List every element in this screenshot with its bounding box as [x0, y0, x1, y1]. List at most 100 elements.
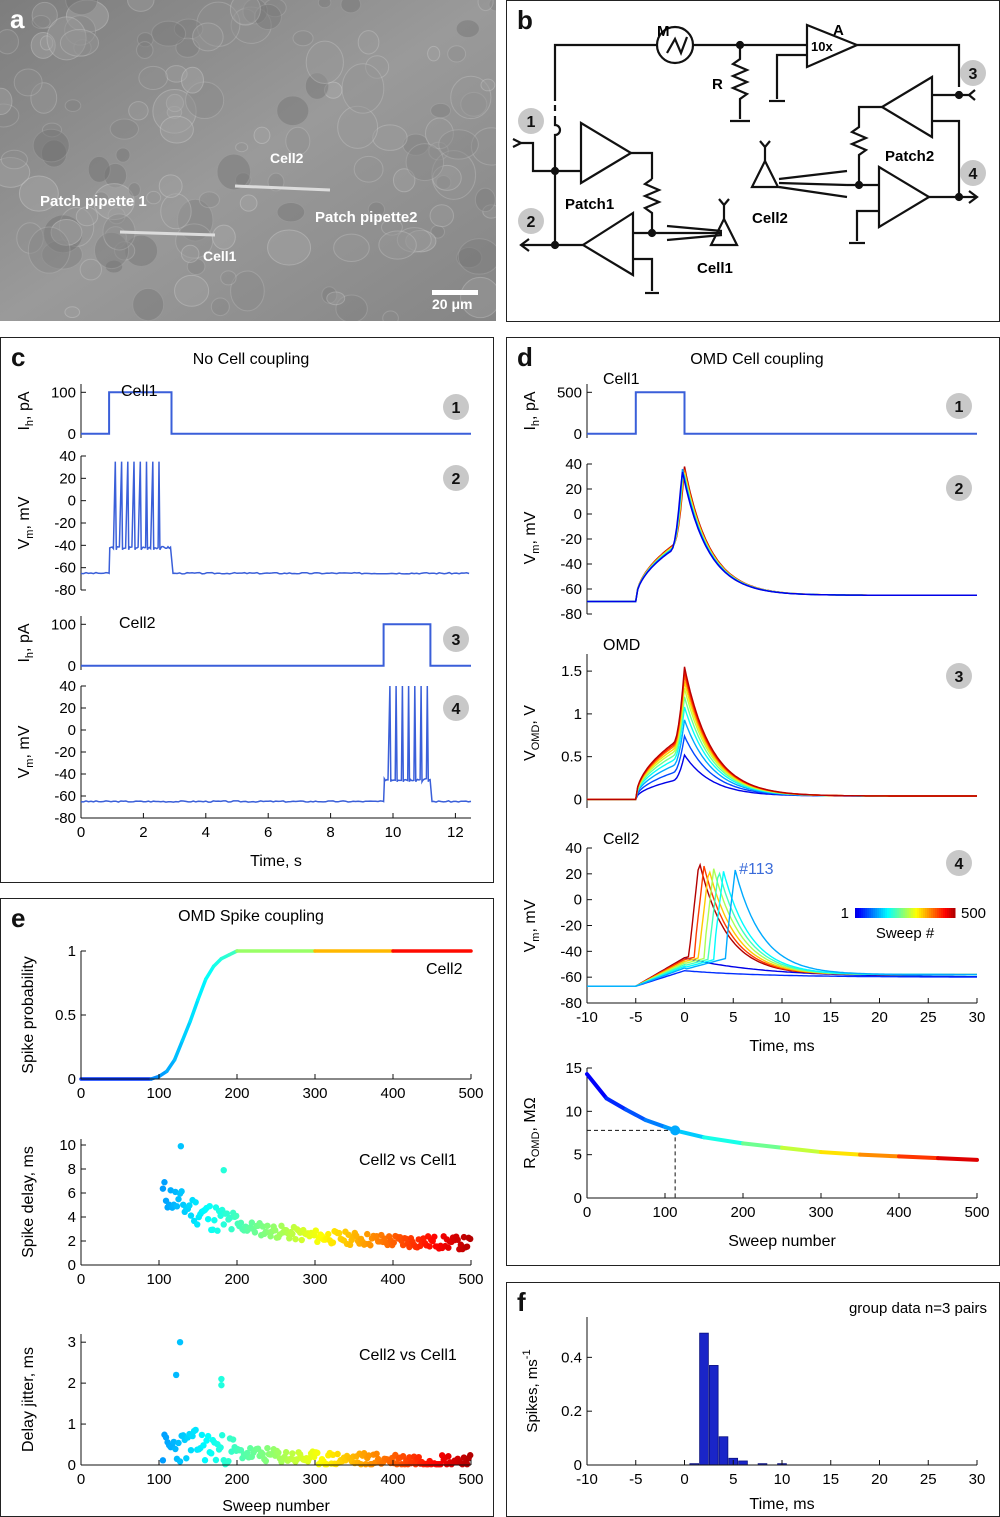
- label-patch2: Patch2: [885, 148, 934, 165]
- e-delay-x-axis-tick-label: 200: [224, 1271, 249, 1288]
- e-jitter-point: [467, 1452, 474, 1459]
- e-delay-point: [220, 1221, 227, 1228]
- tissue-blob: [235, 142, 249, 153]
- badge-b-2-circle: [518, 208, 544, 234]
- tissue-blob: [173, 18, 204, 40]
- tissue-blob: [447, 45, 467, 63]
- e-jitter-point: [362, 1460, 369, 1468]
- tissue-blob: [73, 38, 92, 57]
- tissue-blob: [230, 270, 265, 312]
- e-prob-x-axis-tick-label: 500: [458, 1085, 483, 1102]
- d-r-axis-tick-label: 10: [565, 1103, 582, 1120]
- badge-c-1-circle: [443, 394, 469, 420]
- d-xlabel: Time, ms: [749, 1038, 814, 1055]
- c-x-axis-tick-label: 8: [326, 824, 334, 841]
- e-delay-point: [325, 1230, 332, 1238]
- e-delay-point: [173, 1203, 181, 1210]
- f-bar: [738, 1460, 748, 1466]
- tissue-blob: [305, 40, 344, 84]
- tissue-blob: [242, 0, 268, 25]
- tissue-blob: [292, 30, 314, 47]
- tissue-blob: [340, 0, 362, 14]
- badge-b-3-circle: [960, 60, 986, 86]
- colorbar-segment: [899, 908, 902, 918]
- e-jitter-point: [437, 1460, 444, 1468]
- e-delay-point: [159, 1185, 167, 1192]
- tissue-blob: [0, 149, 28, 170]
- f-x-axis-tick-label: 30: [969, 1471, 986, 1488]
- badge-b-4: 4: [969, 166, 978, 183]
- d-vomd-sweep: [587, 675, 977, 801]
- d-r-segment: [858, 1152, 901, 1159]
- d-vm1-axis-tick-label: 40: [565, 456, 582, 473]
- d-r-segment: [604, 1096, 628, 1112]
- e-jitter-point: [218, 1432, 226, 1439]
- colorbar-segment: [875, 908, 878, 918]
- e-delay-point: [346, 1241, 354, 1249]
- d-x-axis-tick-label: 5: [729, 1009, 737, 1026]
- e-jitter-x-axis-tick-label: 400: [380, 1471, 405, 1488]
- e-delay-x-axis-tick-label: 100: [146, 1271, 171, 1288]
- d-r-segment: [702, 1135, 745, 1146]
- tissue-blob: [58, 206, 95, 247]
- e-jitter-point: [208, 1450, 215, 1457]
- colorbar-label: Sweep #: [876, 925, 935, 942]
- tissue-blob: [175, 37, 200, 58]
- badge-d-2-circle: [946, 475, 972, 501]
- label-cell1: Cell1: [203, 248, 237, 264]
- colorbar-segment: [859, 908, 862, 918]
- c-ih-ylabel: Ih, pA: [16, 623, 36, 662]
- e-prob-x-axis-tick-label: 200: [224, 1085, 249, 1102]
- badge-c-4-circle: [443, 695, 469, 721]
- tissue-blob: [30, 31, 56, 59]
- badge-b-3: 3: [969, 66, 978, 83]
- tissue-blob: [103, 162, 128, 189]
- tissue-blob: [127, 0, 155, 12]
- tissue-blob: [424, 117, 454, 150]
- e-prob-axis-tick-label: 0: [68, 1071, 76, 1088]
- tissue-blob: [477, 0, 494, 12]
- colorbar-segment: [923, 908, 926, 918]
- c-vm-axis-tick-label: -20: [54, 515, 76, 532]
- e-prob-x-axis-tick-label: 100: [146, 1085, 171, 1102]
- panel-f: f group data n=3 pairs 0.4 0.2 0 Spikes, ms-…: [506, 1282, 1000, 1517]
- colorbar-segment: [943, 908, 946, 918]
- e-jitter-point: [275, 1449, 282, 1456]
- tissue-blob: [42, 214, 84, 254]
- e-jitter-point: [217, 1444, 224, 1451]
- e-prob-ylabel: Spike probability: [20, 956, 37, 1073]
- e-prob-x-axis-tick-label: 300: [302, 1085, 327, 1102]
- colorbar-segment: [927, 908, 930, 918]
- c-x-axis-tick-label: 10: [385, 824, 402, 841]
- colorbar-segment: [941, 908, 944, 918]
- e-delay-point: [426, 1243, 433, 1250]
- colorbar-segment: [949, 908, 952, 918]
- tissue-blob: [378, 230, 417, 260]
- tissue-blob: [460, 91, 488, 117]
- c-ih-axis-tick-label: 0: [68, 426, 76, 443]
- e-delay-point: [223, 1210, 231, 1217]
- c-vm-axis-tick-label: -60: [54, 788, 76, 805]
- e-delay-point: [329, 1239, 337, 1246]
- d-x-axis-tick-label: 20: [871, 1009, 888, 1026]
- panel-a: a Patch pipette 1 Patch pipette2 Cell1 C…: [0, 0, 496, 321]
- e-delay-point: [187, 1212, 195, 1219]
- tissue-blob: [488, 0, 496, 12]
- c-ih-axis-tick-label: 0: [68, 658, 76, 675]
- d-r-segment: [936, 1156, 979, 1162]
- tissue-blob: [115, 147, 131, 163]
- d-vomd-axis-tick-label: 1.5: [561, 663, 582, 680]
- d-vomd-axis-tick-label: 0: [574, 791, 582, 808]
- d-vm2-axis-tick-label: 20: [565, 866, 582, 883]
- tissue-blob: [176, 198, 214, 242]
- tissue-blob: [405, 229, 437, 253]
- c-vm-axis-tick-label: 0: [68, 722, 76, 739]
- tissue-blob: [428, 141, 449, 161]
- e-delay-point: [211, 1217, 218, 1224]
- d-vm2-axis-tick-label: -80: [560, 995, 582, 1012]
- e-delay-outlier: [177, 1143, 185, 1150]
- tissue-blob: [253, 126, 271, 144]
- e-jitter-outlier: [218, 1381, 225, 1389]
- e-delay-point: [194, 1221, 201, 1228]
